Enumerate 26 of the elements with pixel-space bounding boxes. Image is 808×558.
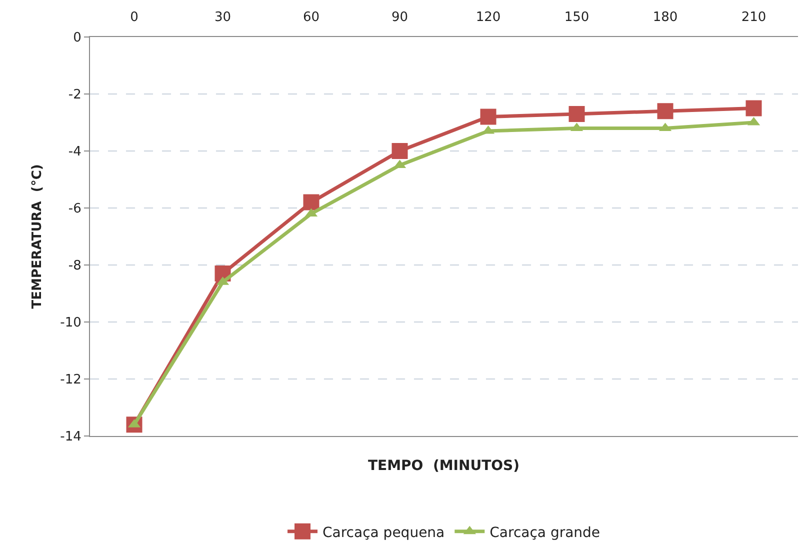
legend-label: Carcaça grande <box>490 524 600 541</box>
x-axis-title: TEMPO (MINUTOS) <box>368 458 520 474</box>
point <box>392 143 408 159</box>
y-tick-label: -10 <box>60 316 82 331</box>
x-tick-label: 180 <box>652 10 678 25</box>
legend-label: Carcaça pequena <box>322 524 445 541</box>
x-tick-label: 60 <box>302 10 320 25</box>
y-axis-title: TEMPERATURA (°C) <box>30 164 46 309</box>
x-tick-label: 30 <box>214 10 232 25</box>
x-tick-label: 120 <box>476 10 501 25</box>
y-tick-label: -8 <box>68 258 82 274</box>
x-tick-label: 210 <box>741 10 766 25</box>
point <box>568 106 585 122</box>
point <box>657 103 674 120</box>
x-tick-label: 90 <box>391 10 408 25</box>
y-tick-label: -6 <box>68 202 82 217</box>
y-tick-label: 0 <box>73 30 82 46</box>
point <box>480 108 496 125</box>
point <box>746 100 762 116</box>
x-tick-label: 0 <box>130 10 138 25</box>
y-tick-label: -12 <box>60 372 82 388</box>
y-tick-label: -2 <box>68 88 82 103</box>
y-tick-label: -4 <box>68 144 82 160</box>
point <box>303 194 320 210</box>
y-tick-label: -14 <box>60 430 82 445</box>
x-tick-label: 150 <box>564 10 590 25</box>
